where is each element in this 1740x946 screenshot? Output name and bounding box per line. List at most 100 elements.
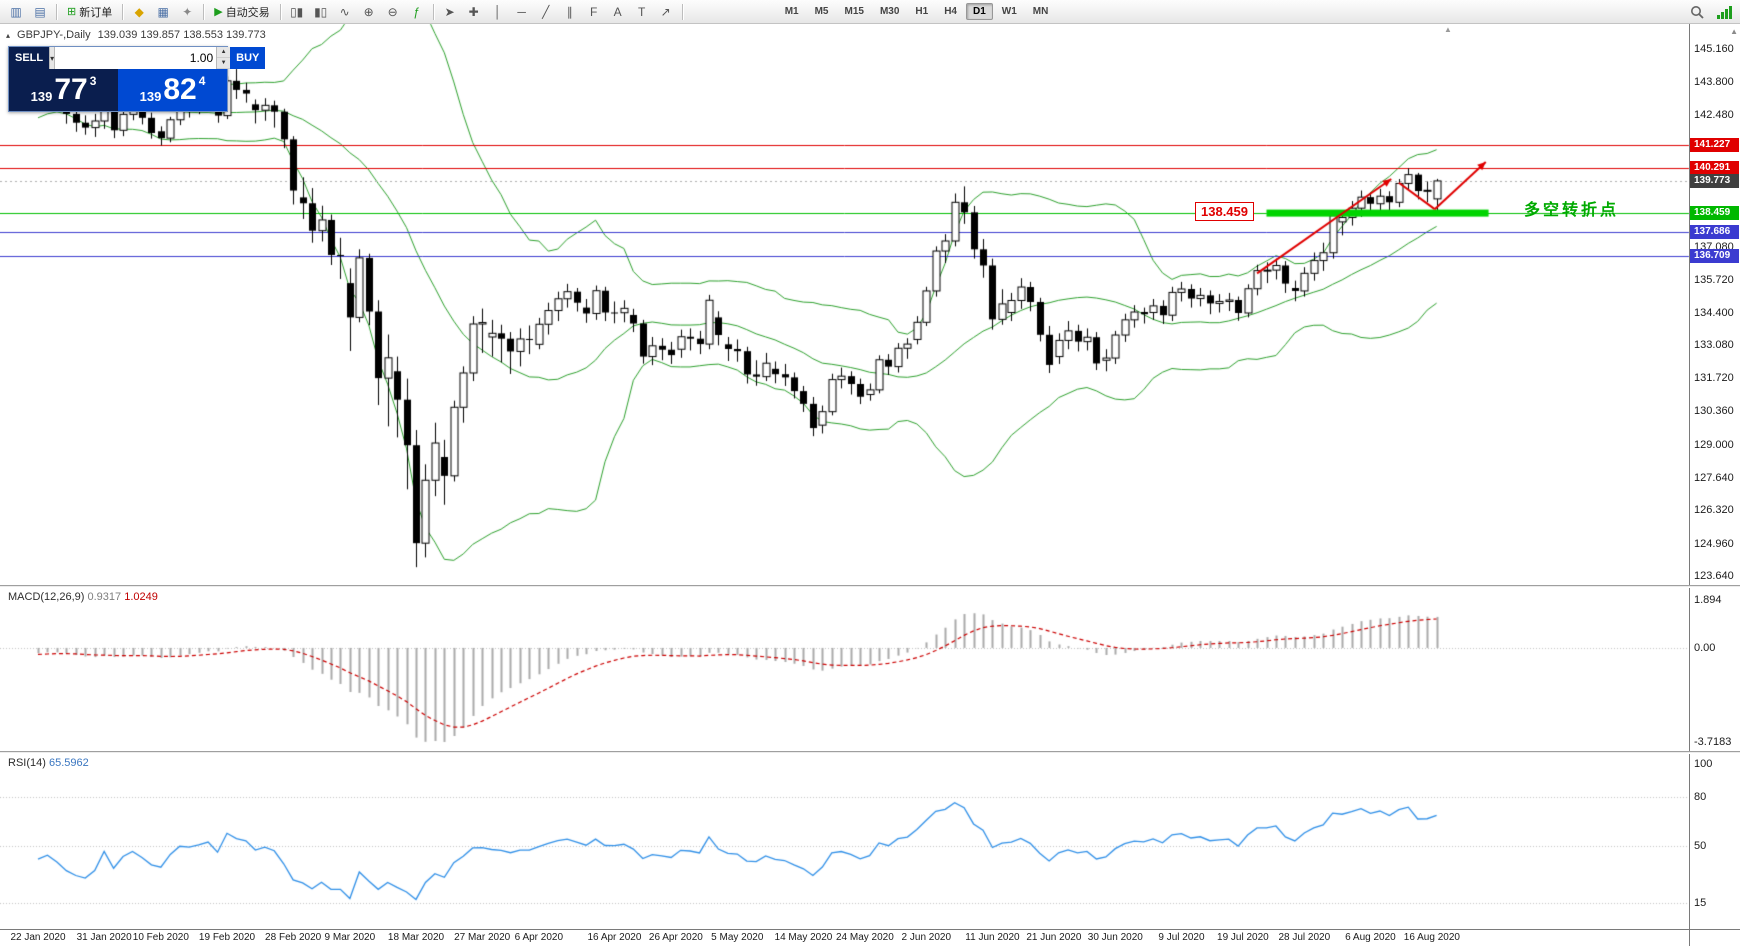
horizontal-line-icon[interactable]: ─ <box>517 4 526 19</box>
sell-price-button[interactable]: 139 77 3 <box>9 69 118 111</box>
timeframe-h1[interactable]: H1 <box>915 6 929 17</box>
zoom-out-icon[interactable]: ⊖ <box>387 4 398 19</box>
timeframe-m5[interactable]: M5 <box>814 6 829 17</box>
rsi-indicator-label: RSI(14) 65.5962 <box>8 757 89 769</box>
buy-price-big-figure: 139 <box>139 89 162 104</box>
price-badge-resistance-2: 140.291 <box>1690 161 1739 176</box>
price-axis-label: 145.160 <box>1694 43 1734 55</box>
toolbar-buttons: ▥ ▤ ⊞ 新订单 ◆ ▦ ✦ ▶ 自动交易 ▯▮ ▮▯ ∿ ⊕ ⊖ ƒ ➤ ✚ │ ─ ╱ ∥ F A T ↗ M1 M5 M15 M… <box>4 1 1056 23</box>
macd-axis-label: -3.7183 <box>1694 736 1732 748</box>
date-axis-label: 24 May 2020 <box>835 932 894 943</box>
date-axis-label: 2 Jun 2020 <box>901 932 952 943</box>
price-axis-label: 131.720 <box>1694 372 1734 385</box>
date-axis-line <box>0 929 1740 930</box>
new-order-button-label: 新订单 <box>79 6 113 19</box>
arrows-icon[interactable]: ↗ <box>660 4 671 19</box>
sell-button[interactable]: SELL <box>9 47 50 69</box>
buy-price-button[interactable]: 139 82 4 <box>118 69 227 111</box>
bar-chart-icon[interactable]: ▯▮ <box>290 4 304 19</box>
price-badge-support-1: 137.686 <box>1690 225 1739 240</box>
timeframe-h4[interactable]: H4 <box>944 6 957 17</box>
text-icon[interactable]: A <box>613 4 622 19</box>
date-axis-label: 16 Aug 2020 <box>1403 932 1460 943</box>
new-chart-icon[interactable]: ▥ <box>10 4 22 19</box>
vertical-line-icon[interactable]: │ <box>493 4 502 19</box>
volume-increase-button[interactable]: ▲ <box>217 47 231 58</box>
price-level-label[interactable]: 138.459 <box>1195 202 1254 221</box>
date-axis-label: 31 Jan 2020 <box>76 932 132 943</box>
trade-panel-controls: SELL ▾ ▲ ▼ BUY <box>9 47 266 69</box>
sell-price-pips: 77 <box>54 73 88 106</box>
collapse-expand-icon[interactable]: ▴ <box>6 30 11 40</box>
price-axis-label: 142.480 <box>1694 108 1734 121</box>
macd-signal-value: 1.0249 <box>124 591 158 603</box>
chart-shift-marker: ▲ <box>1444 25 1452 34</box>
autotrading-button[interactable]: ▶ 自动交易 <box>209 2 274 22</box>
annotation-note[interactable]: 多空转折点 <box>1524 202 1620 219</box>
price-axis-label: 126.320 <box>1694 504 1734 517</box>
zoom-in-icon[interactable]: ⊕ <box>363 4 374 19</box>
date-axis-label: 30 Jun 2020 <box>1087 932 1143 943</box>
toolbar-separator <box>122 3 124 20</box>
date-axis-label: 28 Feb 2020 <box>265 932 322 943</box>
scrollbar-up-icon[interactable]: ▲ <box>1730 27 1738 36</box>
ohlc-readout: 139.039 139.857 138.553 139.773 <box>97 29 266 41</box>
price-axis-label: 143.800 <box>1694 76 1734 89</box>
price-axis-label: 134.400 <box>1694 306 1734 319</box>
panel-separator[interactable] <box>0 751 1740 754</box>
chart-symbol-header: ▴ GBPJPY-,Daily 139.039 139.857 138.553 … <box>6 29 266 41</box>
fibonacci-icon[interactable]: F <box>590 4 598 19</box>
profiles-icon[interactable]: ▤ <box>34 4 46 19</box>
timeframe-d1[interactable]: D1 <box>966 3 993 20</box>
macd-indicator-label: MACD(12,26,9) 0.9317 1.0249 <box>8 591 158 603</box>
buy-price-pips: 82 <box>163 73 197 106</box>
rsi-axis-label: 15 <box>1694 897 1707 910</box>
volume-spinner: ▲ ▼ <box>216 47 231 69</box>
market-watch-icon[interactable]: ▦ <box>157 4 169 19</box>
cursor-icon[interactable]: ➤ <box>444 4 455 19</box>
timeframe-buttons: M1 M5 M15 M30 H1 H4 D1 W1 MN <box>777 3 1057 20</box>
timeframe-m15[interactable]: M15 <box>844 6 864 17</box>
sell-price-big-figure: 139 <box>30 89 53 104</box>
crosshair-icon[interactable]: ✚ <box>468 4 479 19</box>
rsi-axis-label: 80 <box>1694 790 1707 803</box>
volume-decrease-button[interactable]: ▼ <box>217 58 231 69</box>
date-axis-label: 18 Mar 2020 <box>387 932 445 943</box>
rsi-value: 65.5962 <box>48 757 89 769</box>
navigator-icon[interactable]: ✦ <box>182 4 193 19</box>
label-icon[interactable]: T <box>638 4 646 19</box>
indicators-icon[interactable]: ƒ <box>413 4 421 19</box>
macd-axis-label: 0.00 <box>1694 641 1716 654</box>
trendline-icon[interactable]: ╱ <box>542 4 550 19</box>
price-axis-label: 123.640 <box>1694 570 1734 582</box>
main-toolbar: ▥ ▤ ⊞ 新订单 ◆ ▦ ✦ ▶ 自动交易 ▯▮ ▮▯ ∿ ⊕ ⊖ ƒ ➤ ✚ │ ─ ╱ ∥ F A T ↗ M1 M5 M15 M… <box>0 0 1740 24</box>
macd-main-value: 0.9317 <box>87 591 122 603</box>
metaeditor-icon[interactable]: ◆ <box>134 4 144 19</box>
toolbar-separator <box>56 3 57 20</box>
timeframe-m30[interactable]: M30 <box>879 6 900 17</box>
price-badge-current: 139.773 <box>1690 173 1739 188</box>
date-axis-label: 6 Apr 2020 <box>514 932 564 943</box>
rsi-name: RSI(14) <box>8 757 46 769</box>
volume-input[interactable] <box>55 47 217 69</box>
new-order-button[interactable]: ⊞ 新订单 <box>62 2 117 22</box>
volume-dropdown-icon[interactable]: ▾ <box>49 47 56 69</box>
panel-separator[interactable] <box>0 585 1740 588</box>
date-axis-label: 6 Aug 2020 <box>1345 932 1396 943</box>
timeframe-mn[interactable]: MN <box>1032 6 1049 17</box>
date-axis-label: 19 Feb 2020 <box>198 932 256 943</box>
volume-field: ▲ ▼ <box>55 47 231 69</box>
candlestick-chart-icon[interactable]: ▮▯ <box>314 4 328 19</box>
timeframe-m1[interactable]: M1 <box>784 6 799 17</box>
line-chart-icon[interactable]: ∿ <box>339 4 350 19</box>
date-axis-label: 9 Jul 2020 <box>1158 932 1205 943</box>
buy-button[interactable]: BUY <box>230 47 266 69</box>
price-badge-support-2: 136.709 <box>1690 248 1739 263</box>
timeframe-w1[interactable]: W1 <box>1001 6 1017 17</box>
search-icon[interactable] <box>1686 1 1708 23</box>
channel-icon[interactable]: ∥ <box>566 4 573 19</box>
date-axis-label: 26 Apr 2020 <box>648 932 703 943</box>
search-icon-glyph <box>1691 5 1704 19</box>
